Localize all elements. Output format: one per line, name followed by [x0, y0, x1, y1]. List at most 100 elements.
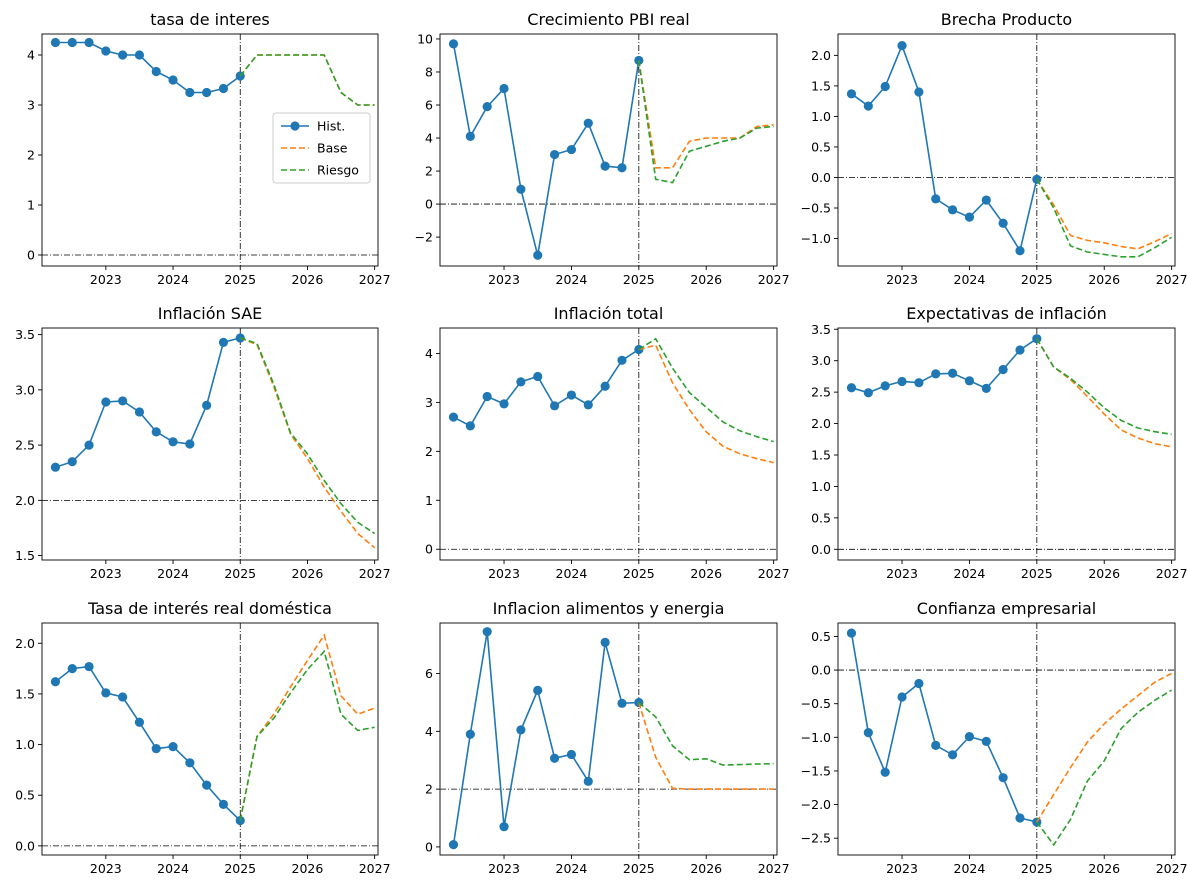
- panel-8: Inflacion alimentos y energia 0 2 4 6 2023 202…: [425, 599, 789, 876]
- x-tick-label: 2026: [292, 566, 324, 581]
- x-tick-label: 2024: [157, 566, 189, 581]
- series-line-riesgo: [638, 337, 774, 443]
- data-point: [863, 388, 873, 398]
- x-tick-label: 2027: [1156, 272, 1187, 287]
- plot-area: [838, 34, 1175, 266]
- x-tick-label: 2026: [1088, 566, 1120, 581]
- data-point: [499, 83, 509, 94]
- series-line-base: [1036, 338, 1172, 448]
- panel-title: Crecimiento PBI real: [527, 10, 689, 29]
- x-tick-label: 2024: [954, 566, 986, 581]
- panel-title: Inflación total: [554, 304, 664, 323]
- plot-area: [440, 34, 777, 266]
- data-point: [482, 391, 492, 402]
- y-tick-label: 6: [425, 666, 433, 681]
- x-tick-label: 2023: [488, 566, 520, 581]
- data-point: [617, 163, 627, 173]
- panel-title: Confianza empresarial: [917, 599, 1096, 618]
- data-point: [134, 717, 145, 727]
- data-point: [600, 637, 610, 647]
- legend-box: [272, 112, 371, 184]
- series-line-riesgo: [638, 701, 774, 766]
- series-line-riesgo: [239, 54, 375, 106]
- y-tick-label: 0: [425, 542, 433, 557]
- data-point: [151, 427, 161, 437]
- data-point: [846, 383, 857, 393]
- data-point: [67, 37, 77, 48]
- data-point: [101, 46, 111, 56]
- x-tick-label: 2027: [758, 272, 790, 287]
- data-point: [549, 149, 560, 160]
- x-tick-label: 2024: [556, 861, 588, 876]
- data-point: [846, 89, 857, 99]
- y-tick-label: 0: [425, 839, 433, 854]
- y-tick-label: 0: [425, 197, 433, 212]
- x-tick-label: 2026: [292, 861, 324, 876]
- series-line-hist: [55, 41, 241, 94]
- data-point: [583, 118, 593, 128]
- data-point: [218, 799, 229, 809]
- data-point: [566, 144, 577, 155]
- data-point: [218, 83, 229, 94]
- y-tick-label: −2.0: [801, 797, 831, 812]
- x-tick-label: 2024: [157, 272, 189, 287]
- series-line-base: [1036, 178, 1172, 250]
- axes-frame: [41, 327, 379, 561]
- axes-frame: [837, 327, 1176, 561]
- y-tick-label: 1.0: [15, 737, 35, 752]
- data-point: [981, 736, 991, 746]
- data-point: [981, 383, 991, 393]
- y-tick-label: 6: [425, 98, 433, 113]
- x-tick-label: 2026: [1088, 272, 1120, 287]
- y-tick-label: 2.0: [811, 48, 831, 63]
- series-line-hist: [452, 631, 639, 845]
- x-tick-label: 2027: [758, 566, 790, 581]
- axes-frame: [41, 33, 379, 267]
- data-point: [67, 663, 77, 674]
- series-line-riesgo: [239, 337, 376, 535]
- series-line-base: [239, 337, 376, 549]
- data-point: [168, 437, 178, 447]
- data-point: [931, 369, 941, 379]
- data-point: [499, 399, 509, 409]
- data-point: [84, 440, 94, 450]
- x-tick-label: 2023: [90, 272, 122, 287]
- y-tick-label: 0.5: [811, 510, 831, 525]
- data-point: [863, 728, 873, 738]
- x-tick-label: 2024: [556, 566, 588, 581]
- y-tick-label: −1.0: [801, 730, 831, 745]
- data-point: [863, 101, 873, 111]
- data-point: [897, 41, 907, 51]
- y-tick-label: 0.0: [811, 170, 831, 185]
- data-point: [448, 839, 459, 850]
- series-line-hist: [452, 43, 640, 256]
- legend-entry: Riesgo: [317, 163, 359, 178]
- data-point: [67, 457, 77, 467]
- panel-6: Expectativas de inflación 0.0 0.5 1.0 1.5 2.0…: [811, 304, 1187, 581]
- data-point: [151, 744, 161, 754]
- y-tick-label: 2.5: [811, 385, 831, 400]
- plot-area: [838, 623, 1175, 855]
- y-tick-label: 0.0: [811, 542, 831, 557]
- y-tick-label: 0.0: [15, 838, 35, 853]
- y-tick-label: 3: [425, 395, 433, 410]
- data-point: [964, 732, 975, 742]
- data-point: [448, 39, 459, 49]
- data-point: [50, 37, 61, 48]
- data-point: [533, 250, 543, 260]
- data-point: [168, 75, 178, 85]
- axes-frame: [439, 622, 778, 856]
- y-tick-label: 1.5: [811, 78, 831, 93]
- panel-title: Inflación SAE: [158, 304, 263, 323]
- y-tick-label: 4: [425, 724, 433, 739]
- data-point: [617, 698, 627, 708]
- data-point: [880, 381, 890, 391]
- axes-frame: [439, 33, 778, 267]
- data-point: [151, 66, 161, 77]
- y-tick-label: 3.5: [15, 327, 35, 342]
- data-point: [914, 678, 924, 689]
- data-point: [118, 692, 128, 702]
- data-point: [202, 400, 212, 410]
- y-tick-label: 2.0: [811, 416, 831, 431]
- x-tick-label: 2023: [488, 861, 520, 876]
